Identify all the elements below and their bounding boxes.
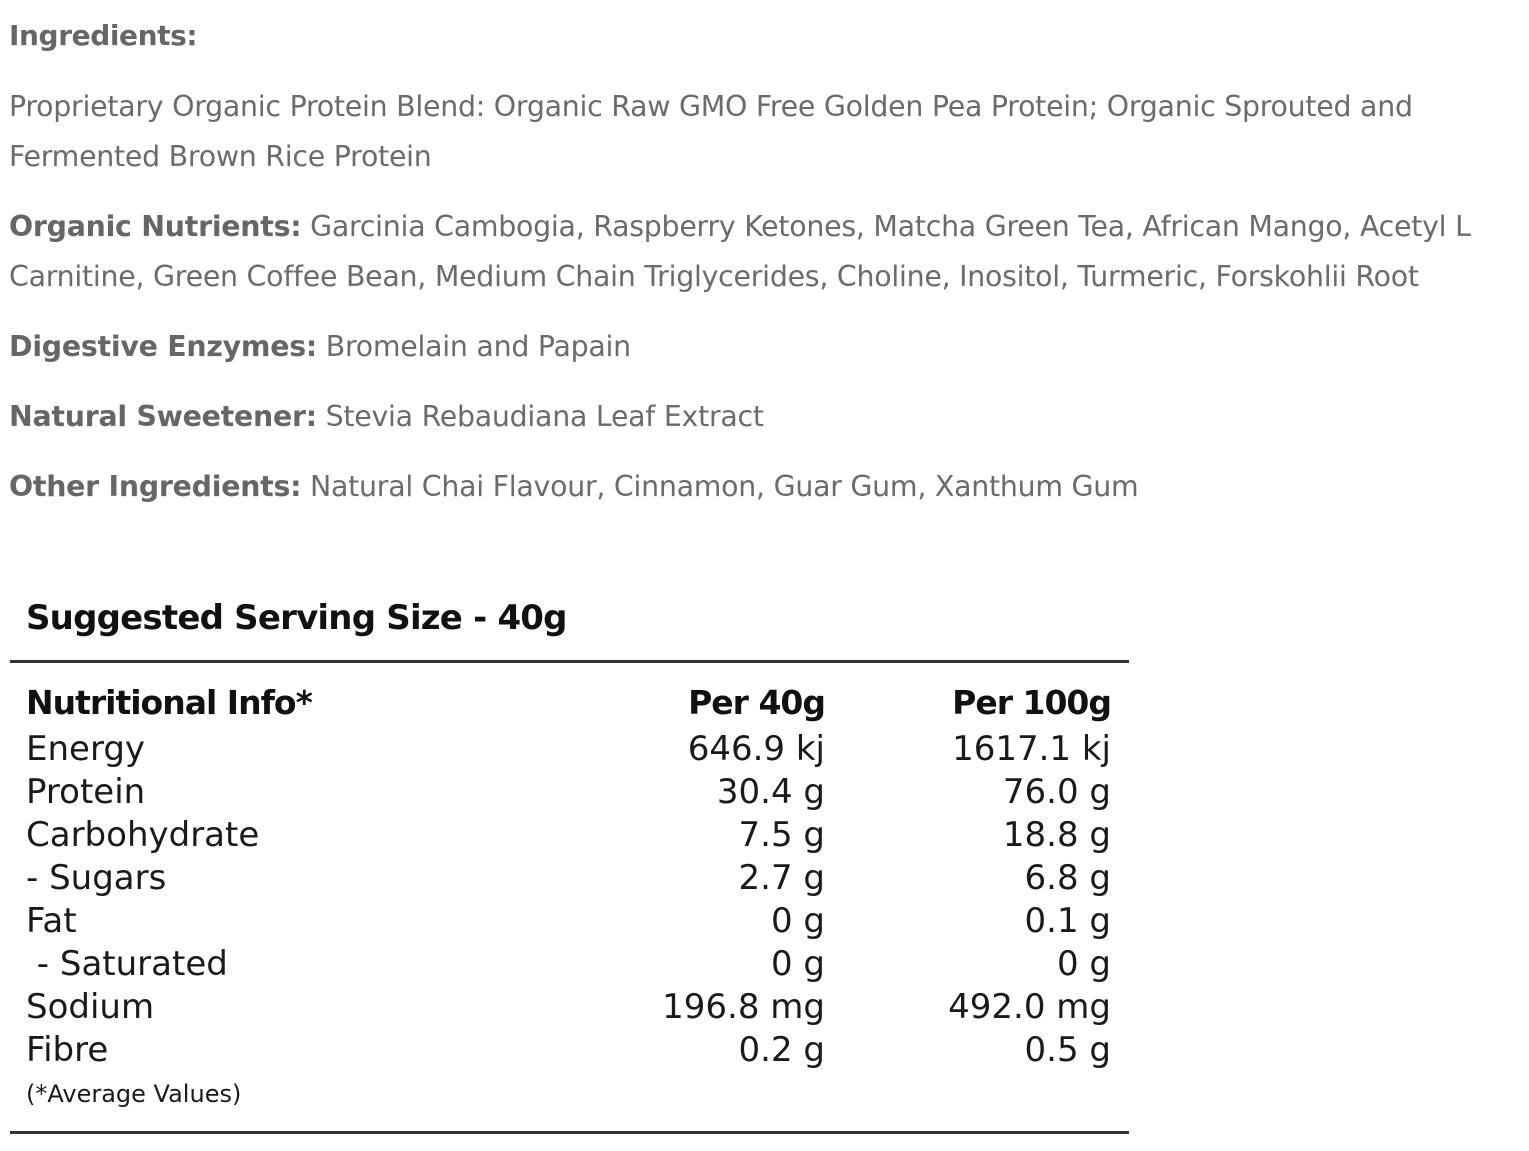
table-row: Energy 646.9 kj 1617.1 kj xyxy=(26,728,1111,771)
value-per-100g: 492.0 mg xyxy=(948,987,1111,1027)
nutrient-name: Carbohydrate xyxy=(26,815,260,855)
table-row: Protein 30.4 g 76.0 g xyxy=(26,771,1111,814)
serving-size-title: Suggested Serving Size - 40g xyxy=(26,598,568,638)
table-row: Fibre 0.2 g 0.5 g xyxy=(26,1029,1111,1072)
table-row: - Sugars 2.7 g 6.8 g xyxy=(26,857,1111,900)
value-per-40g: 0 g xyxy=(770,901,825,941)
organic-nutrients-text-continued: Carnitine, Green Coffee Bean, Medium Cha… xyxy=(9,260,1419,293)
value-per-40g: 7.5 g xyxy=(738,815,825,855)
nutrition-bottom-divider xyxy=(10,1131,1129,1134)
header-per-40g: Per 40g xyxy=(688,683,826,722)
value-per-40g: 646.9 kj xyxy=(687,729,825,769)
nutrient-name: - Sugars xyxy=(26,858,167,898)
value-per-100g: 18.8 g xyxy=(1002,815,1111,855)
nutrient-name: Protein xyxy=(26,772,146,812)
table-row: Carbohydrate 7.5 g 18.8 g xyxy=(26,814,1111,857)
other-ingredients-label: Other Ingredients: xyxy=(9,470,302,503)
nutrient-name: - Saturated xyxy=(26,944,228,984)
other-ingredients-text: Natural Chai Flavour, Cinnamon, Guar Gum… xyxy=(301,470,1139,503)
nutrition-panel: Suggested Serving Size - 40g Nutritional… xyxy=(10,590,1129,1140)
value-per-40g: 2.7 g xyxy=(738,858,825,898)
value-per-40g: 196.8 mg xyxy=(662,987,825,1027)
header-per-100g: Per 100g xyxy=(952,683,1112,722)
value-per-100g: 1617.1 kj xyxy=(952,729,1111,769)
other-ingredients-paragraph: Other Ingredients: Natural Chai Flavour,… xyxy=(9,462,1139,512)
table-row: - Saturated 0 g 0 g xyxy=(26,943,1111,986)
organic-nutrients-paragraph: Organic Nutrients: Garcinia Cambogia, Ra… xyxy=(9,202,1471,302)
value-per-100g: 0.1 g xyxy=(1024,901,1111,941)
header-nutritional-info: Nutritional Info* xyxy=(26,683,313,722)
table-row: Sodium 196.8 mg 492.0 mg xyxy=(26,986,1111,1029)
digestive-enzymes-label: Digestive Enzymes: xyxy=(9,330,317,363)
ingredients-heading: Ingredients: xyxy=(9,19,198,52)
nutrient-name: Fat xyxy=(26,901,77,941)
nutrition-table: Nutritional Info* Per 40g Per 100g Energ… xyxy=(26,678,1112,1072)
value-per-40g: 0 g xyxy=(770,944,825,984)
nutrition-top-divider xyxy=(10,660,1129,663)
organic-nutrients-label: Organic Nutrients: xyxy=(9,210,302,243)
natural-sweetener-label: Natural Sweetener: xyxy=(9,400,317,433)
value-per-100g: 0.5 g xyxy=(1024,1030,1111,1070)
value-per-100g: 6.8 g xyxy=(1024,858,1111,898)
digestive-enzymes-paragraph: Digestive Enzymes: Bromelain and Papain xyxy=(9,322,631,372)
protein-blend-text-continued: Fermented Brown Rice Protein xyxy=(9,140,432,173)
nutrient-name: Sodium xyxy=(26,987,155,1027)
value-per-100g: 0 g xyxy=(1056,944,1111,984)
nutrition-header-row: Nutritional Info* Per 40g Per 100g xyxy=(26,678,1112,728)
table-row: Fat 0 g 0.1 g xyxy=(26,900,1111,943)
digestive-enzymes-text: Bromelain and Papain xyxy=(316,330,631,363)
nutrient-name: Fibre xyxy=(26,1030,109,1070)
value-per-40g: 30.4 g xyxy=(716,772,825,812)
natural-sweetener-paragraph: Natural Sweetener: Stevia Rebaudiana Lea… xyxy=(9,392,764,442)
organic-nutrients-text: Garcinia Cambogia, Raspberry Ketones, Ma… xyxy=(301,210,1471,243)
value-per-100g: 76.0 g xyxy=(1002,772,1111,812)
average-values-footnote: (*Average Values) xyxy=(26,1080,242,1108)
value-per-40g: 0.2 g xyxy=(738,1030,825,1070)
protein-blend-paragraph: Proprietary Organic Protein Blend: Organ… xyxy=(9,82,1413,182)
natural-sweetener-text: Stevia Rebaudiana Leaf Extract xyxy=(316,400,764,433)
protein-blend-text: Proprietary Organic Protein Blend: Organ… xyxy=(9,90,1413,123)
nutrient-name: Energy xyxy=(26,729,146,769)
